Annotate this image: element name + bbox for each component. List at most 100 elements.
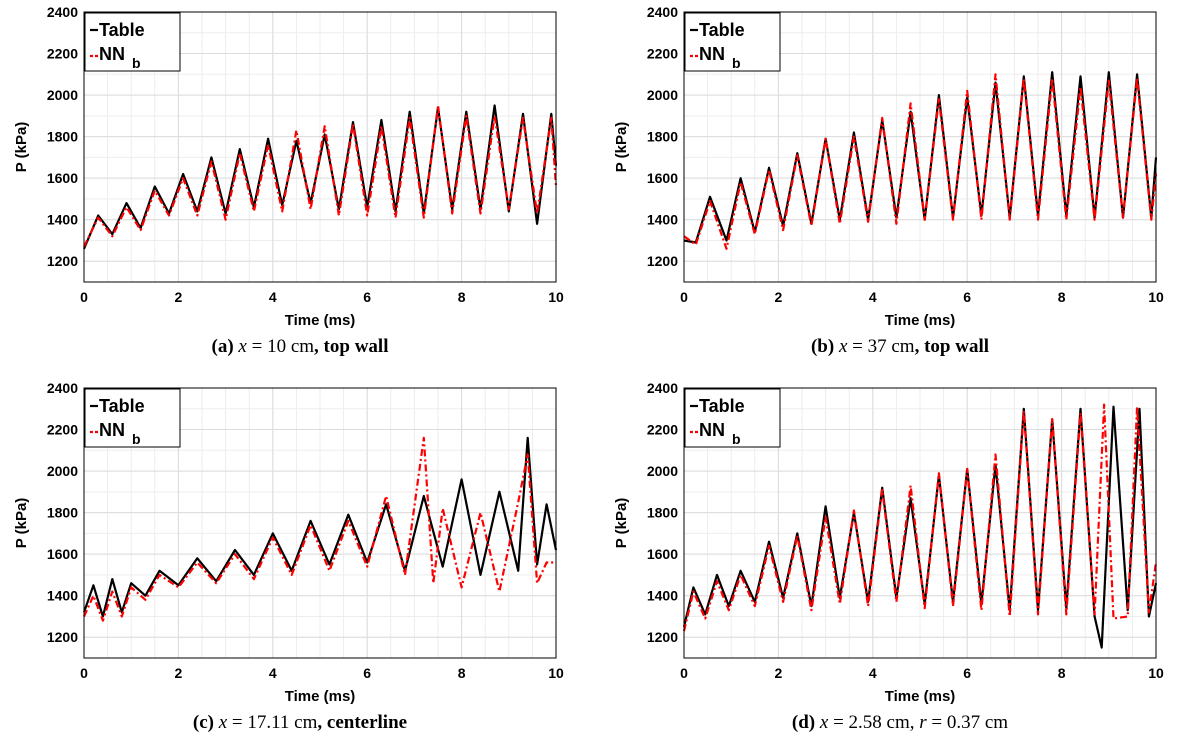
- x-tick-label: 6: [963, 665, 971, 681]
- y-tick-label: 2000: [647, 87, 678, 103]
- y-axis-label: P (kPa): [13, 122, 30, 173]
- y-tick-label: 2200: [647, 46, 678, 62]
- x-tick-label: 10: [548, 289, 564, 305]
- x-tick-label: 2: [775, 665, 783, 681]
- x-tick-label: 0: [80, 665, 88, 681]
- legend: Table NN b: [84, 12, 181, 72]
- legend-box: [84, 388, 181, 448]
- legend-table-label: Table: [699, 20, 745, 40]
- caption-d: (d) x = 2.58 cm, r = 0.37 cm: [600, 712, 1200, 734]
- x-tick-label: 6: [363, 289, 371, 305]
- y-axis-label: P (kPa): [613, 122, 630, 173]
- x-tick-label: 4: [269, 289, 277, 305]
- y-tick-label: 2200: [47, 422, 78, 438]
- x-tick-label: 2: [175, 665, 183, 681]
- x-tick-label: 8: [1058, 289, 1066, 305]
- x-tick-label: 6: [963, 289, 971, 305]
- series-nn-line: [82, 436, 556, 622]
- chart-b-svg: 0 2 4 6 8 10 1200 1400 1600 1800 2000 2200 2400 Time …: [613, 4, 1164, 329]
- y-tick-label: 2400: [47, 380, 78, 396]
- plot-frame: [83, 387, 557, 659]
- caption-b-var: x: [838, 336, 848, 357]
- x-axis-label: Time (ms): [885, 688, 956, 705]
- caption-d-eq1: = 2.58 cm,: [828, 712, 920, 733]
- legend-box: [684, 12, 781, 72]
- legend-box: [684, 388, 781, 448]
- legend-nn-label: NN: [99, 44, 125, 64]
- chart-panel-a: 0 2 4 6 8 10 1200 1400 1600 1800 2000 2200 2400 Time …: [0, 0, 600, 376]
- legend-nn-subscript: b: [732, 431, 741, 447]
- y-tick-label: 1800: [647, 505, 678, 521]
- caption-d-var2: r: [919, 712, 927, 733]
- y-tick-label: 2000: [47, 87, 78, 103]
- caption-c-var: x: [218, 712, 228, 733]
- y-tick-label: 2000: [47, 463, 78, 479]
- x-axis-label: Time (ms): [285, 312, 356, 329]
- y-tick-label: 1800: [47, 129, 78, 145]
- y-tick-label: 2400: [47, 4, 78, 20]
- chart-c-svg: 0 2 4 6 8 10 1200 1400 1600 1800 2000 2200 2400 Time …: [13, 380, 564, 705]
- caption-b: (b) x = 37 cm, top wall: [600, 336, 1200, 358]
- caption-c-eq: = 17.11 cm: [227, 712, 318, 733]
- legend-table-label: Table: [699, 396, 745, 416]
- x-tick-label: 0: [80, 289, 88, 305]
- legend-nn-subscript: b: [132, 55, 141, 71]
- caption-c-rest: , centerline: [317, 712, 408, 733]
- plot-frame: [683, 387, 1157, 659]
- series-table-line: [82, 104, 558, 250]
- legend-nn-label: NN: [99, 420, 125, 440]
- x-tick-label: 8: [1058, 665, 1066, 681]
- y-tick-label: 1200: [47, 253, 78, 269]
- caption-a-eq: = 10 cm: [246, 336, 315, 357]
- x-axis-label: Time (ms): [285, 688, 356, 705]
- caption-d-eq2: = 0.37 cm: [926, 712, 1009, 733]
- y-tick-label: 1600: [47, 170, 78, 186]
- legend-nn-label: NN: [699, 44, 725, 64]
- caption-c-label: (c): [192, 712, 214, 733]
- x-tick-label: 0: [680, 665, 688, 681]
- y-tick-label: 2200: [47, 46, 78, 62]
- y-tick-label: 1400: [47, 212, 78, 228]
- legend-table-label: Table: [99, 396, 145, 416]
- y-tick-label: 2400: [647, 380, 678, 396]
- y-tick-label: 1600: [647, 546, 678, 562]
- x-tick-label: 2: [175, 289, 183, 305]
- caption-a-var: x: [238, 336, 247, 357]
- chart-d-svg: 0 2 4 6 8 10 1200 1400 1600 1800 2000 2200 2400 Time …: [613, 380, 1164, 705]
- y-tick-label: 2000: [647, 463, 678, 479]
- caption-b-eq: = 37 cm: [847, 336, 915, 357]
- y-tick-label: 1200: [647, 253, 678, 269]
- x-tick-label: 6: [363, 665, 371, 681]
- y-tick-label: 2200: [647, 422, 678, 438]
- x-tick-label: 0: [680, 289, 688, 305]
- x-tick-label: 4: [269, 665, 277, 681]
- legend-table-label: Table: [99, 20, 145, 40]
- y-tick-label: 1800: [47, 505, 78, 521]
- x-tick-label: 8: [458, 289, 466, 305]
- caption-d-label: (d): [791, 712, 816, 733]
- y-tick-label: 1600: [647, 170, 678, 186]
- x-tick-label: 8: [458, 665, 466, 681]
- x-tick-label: 4: [869, 665, 877, 681]
- y-tick-label: 1600: [47, 546, 78, 562]
- y-tick-label: 1200: [647, 629, 678, 645]
- y-tick-label: 2400: [647, 4, 678, 20]
- series-nn-line: [83, 104, 558, 248]
- chart-panel-d: 0 2 4 6 8 10 1200 1400 1600 1800 2000 2200 2400 Time …: [600, 376, 1200, 752]
- y-tick-label: 1800: [647, 129, 678, 145]
- chart-panel-b: 0 2 4 6 8 10 1200 1400 1600 1800 2000 2200 2400 Time …: [600, 0, 1200, 376]
- legend-nn-label: NN: [699, 420, 725, 440]
- x-tick-label: 2: [775, 289, 783, 305]
- caption-a-label: (a): [211, 336, 234, 357]
- caption-a-rest: , top wall: [314, 336, 389, 357]
- legend: Table NN b: [84, 388, 181, 448]
- y-tick-label: 1400: [47, 588, 78, 604]
- legend-nn-subscript: b: [732, 55, 741, 71]
- y-tick-label: 1200: [47, 629, 78, 645]
- y-tick-label: 1400: [647, 212, 678, 228]
- series-nn-line: [683, 73, 1158, 250]
- plot-frame: [83, 11, 557, 283]
- plot-frame: [683, 11, 1157, 283]
- legend: Table NN b: [684, 388, 781, 448]
- legend-box: [84, 12, 181, 72]
